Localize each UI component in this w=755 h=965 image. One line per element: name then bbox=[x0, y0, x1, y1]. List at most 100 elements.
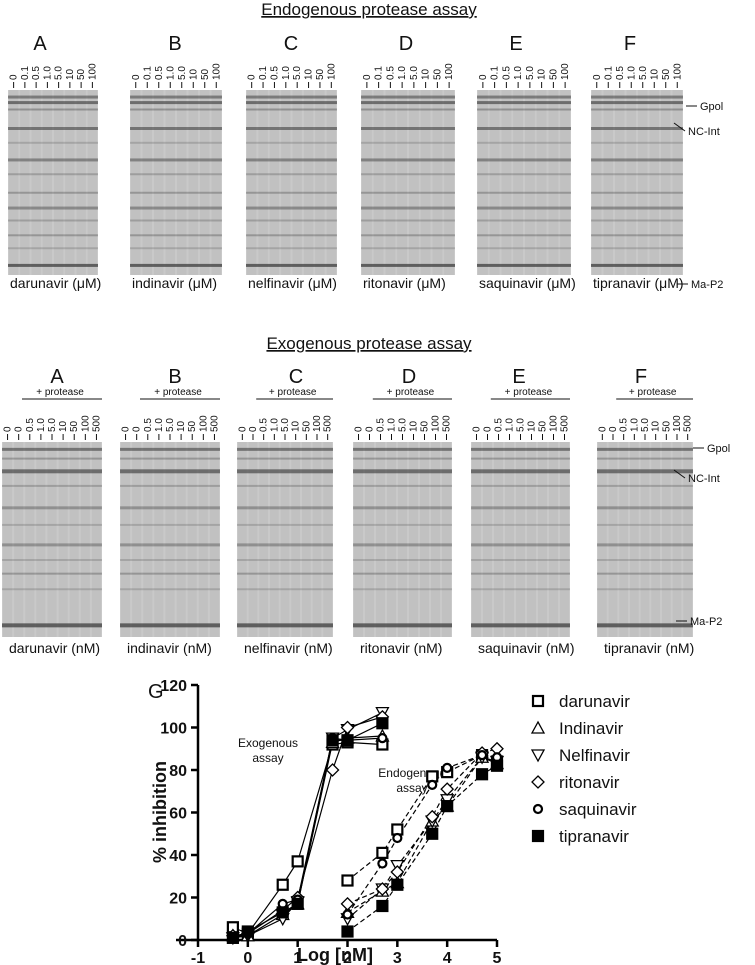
gel-lane bbox=[432, 90, 443, 275]
gel-band bbox=[237, 543, 333, 547]
gel-band bbox=[2, 447, 102, 451]
gel-band bbox=[353, 506, 452, 510]
legend-label: tipranavir bbox=[559, 827, 629, 846]
marker bbox=[241, 925, 254, 938]
lane-label: 5.0 bbox=[177, 66, 188, 80]
y-tick-label: 40 bbox=[169, 848, 187, 865]
gel-lane bbox=[270, 442, 279, 637]
lane-label: 1.0 bbox=[42, 66, 53, 80]
gel-band bbox=[130, 141, 222, 144]
lane-label: 50 bbox=[432, 68, 443, 80]
gel-band bbox=[130, 158, 222, 162]
lane-label: 5.0 bbox=[292, 66, 303, 80]
gel-caption: tipranavir (μM) bbox=[593, 275, 684, 291]
band-pointer bbox=[673, 122, 686, 132]
gel-band bbox=[361, 141, 455, 144]
gel-band bbox=[120, 559, 220, 561]
gel-lane bbox=[36, 442, 46, 637]
gel-lane bbox=[315, 90, 325, 275]
gel-lane bbox=[649, 90, 659, 275]
panel-letter: F bbox=[624, 33, 636, 55]
x-tick-label: -1 bbox=[191, 950, 205, 965]
gel-band bbox=[353, 623, 452, 628]
gel-band bbox=[246, 101, 337, 105]
gel-band bbox=[120, 447, 220, 451]
gel-lane bbox=[87, 90, 97, 275]
lane-label: 0.1 bbox=[374, 66, 385, 80]
gel-lane bbox=[513, 90, 523, 275]
gel-image bbox=[2, 442, 102, 637]
gel-lane bbox=[420, 442, 429, 637]
gel-lane bbox=[91, 442, 101, 637]
lane-label: 100 bbox=[87, 63, 98, 80]
gel-band bbox=[120, 506, 220, 510]
gel-lane bbox=[200, 90, 210, 275]
gel-band bbox=[353, 559, 452, 561]
gel-band bbox=[477, 141, 571, 144]
band-label: Ma-P2 bbox=[690, 616, 722, 628]
lane-label: 10 bbox=[421, 68, 432, 80]
gel-lane bbox=[483, 442, 492, 637]
gel-lane bbox=[598, 442, 607, 637]
gel-band bbox=[353, 484, 452, 487]
gel-band bbox=[477, 95, 571, 99]
gel-image bbox=[130, 90, 222, 275]
gel-band bbox=[2, 588, 102, 591]
legend-label: ritonavir bbox=[559, 773, 620, 792]
gel-band bbox=[130, 263, 222, 267]
gel-band bbox=[8, 173, 98, 176]
lane-label: 0 bbox=[9, 74, 20, 80]
gel-band bbox=[353, 469, 452, 474]
lane-label: 50 bbox=[301, 420, 312, 432]
marker bbox=[341, 925, 354, 938]
gel-lane bbox=[177, 90, 187, 275]
lane-label: 1.0 bbox=[269, 418, 280, 432]
gel-lane bbox=[365, 442, 374, 637]
gel-lane bbox=[420, 90, 431, 275]
gel-band bbox=[597, 572, 693, 575]
lane-label: 0 bbox=[365, 426, 376, 432]
y-tick-label: 120 bbox=[160, 678, 187, 695]
lane-label: 1.0 bbox=[165, 66, 176, 80]
x-tick-label: 5 bbox=[493, 950, 502, 965]
marker bbox=[531, 775, 545, 789]
gel-lane bbox=[362, 90, 372, 275]
lane-label: 0.1 bbox=[20, 66, 31, 80]
marker bbox=[440, 782, 455, 797]
gel-band bbox=[471, 559, 570, 561]
gel-caption: tipranavir (nM) bbox=[604, 640, 694, 656]
band-pointer bbox=[673, 469, 686, 479]
gel-band bbox=[477, 234, 571, 237]
lane-label: 1.0 bbox=[513, 66, 524, 80]
section-title: Endogenous protease assay bbox=[261, 0, 477, 19]
gel-band bbox=[591, 173, 683, 176]
gel-band bbox=[477, 108, 571, 111]
gel-lane bbox=[65, 90, 75, 275]
gel-band bbox=[2, 506, 102, 510]
marker bbox=[475, 768, 489, 781]
gel-band bbox=[246, 141, 337, 144]
lane-label: 0.5 bbox=[259, 418, 270, 432]
gel-band bbox=[130, 101, 222, 105]
marker bbox=[391, 878, 404, 891]
lane-label: 10 bbox=[176, 420, 187, 432]
gel-band bbox=[361, 263, 455, 267]
panel-letter: F bbox=[635, 366, 647, 388]
marker bbox=[441, 800, 454, 813]
marker bbox=[531, 829, 545, 843]
gel-caption: darunavir (μM) bbox=[10, 275, 101, 291]
band-label: NC-Int bbox=[688, 473, 720, 485]
gel-lane bbox=[651, 442, 660, 637]
marker bbox=[325, 763, 340, 777]
lane-label: 0.5 bbox=[501, 66, 512, 80]
gel-image bbox=[597, 442, 693, 637]
gel-band bbox=[120, 623, 220, 628]
lane-label: 10 bbox=[527, 420, 538, 432]
fit-line bbox=[232, 741, 383, 935]
lane-label: 10 bbox=[649, 68, 660, 80]
lane-label: 5.0 bbox=[638, 66, 649, 80]
panel-letter: D bbox=[402, 366, 416, 388]
gel-lane bbox=[20, 90, 30, 275]
gel-lane bbox=[69, 442, 79, 637]
